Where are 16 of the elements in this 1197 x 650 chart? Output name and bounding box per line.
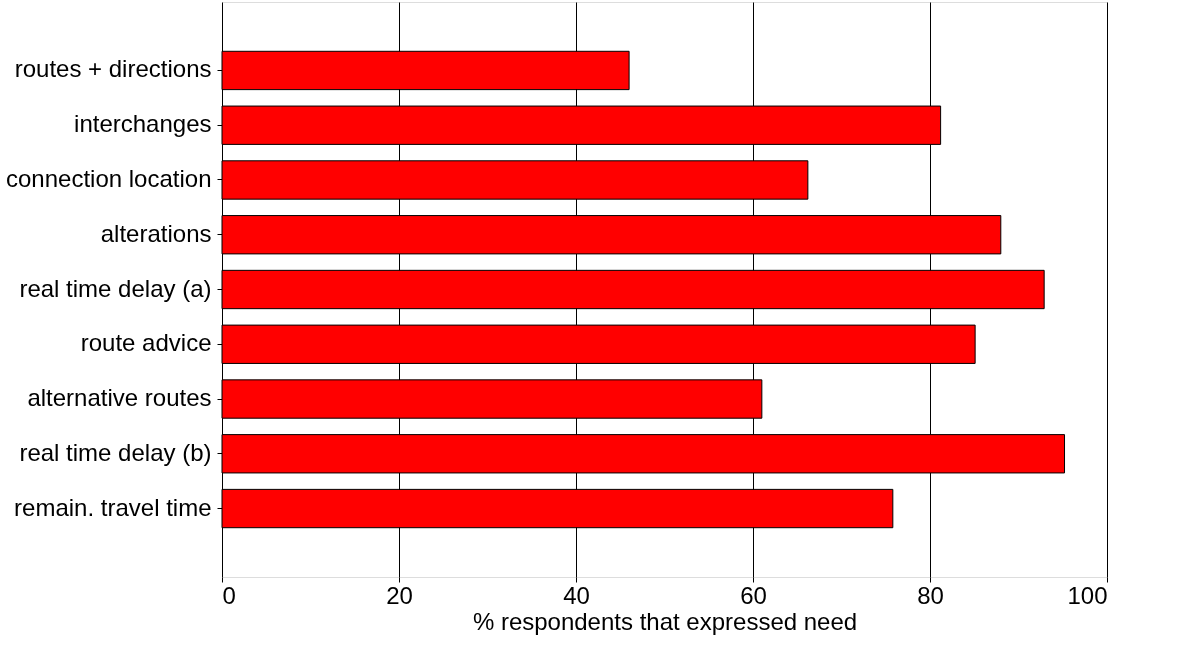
y-tick-label: real time delay (a) — [19, 274, 212, 302]
x-axis-title: % respondents that expressed need — [472, 607, 858, 635]
x-tick-label: 20 — [386, 581, 413, 609]
y-tick-label: remain. travel time — [14, 493, 212, 521]
y-tick-label: connection location — [6, 164, 212, 192]
x-tick-label: 60 — [740, 581, 767, 609]
y-tick-label: routes + directions — [14, 55, 212, 83]
y-tick-label: real time delay (b) — [19, 438, 212, 466]
x-tick-label: 40 — [563, 581, 590, 609]
y-tick-label: route advice — [80, 329, 212, 357]
y-tick-label: alterations — [100, 219, 212, 247]
y-tick-label: alternative routes — [27, 384, 212, 412]
x-tick-label: 100 — [1067, 581, 1108, 609]
x-tick-label: 0 — [222, 581, 236, 609]
x-tick-label: 80 — [917, 581, 944, 609]
y-tick-label: interchanges — [74, 110, 212, 138]
